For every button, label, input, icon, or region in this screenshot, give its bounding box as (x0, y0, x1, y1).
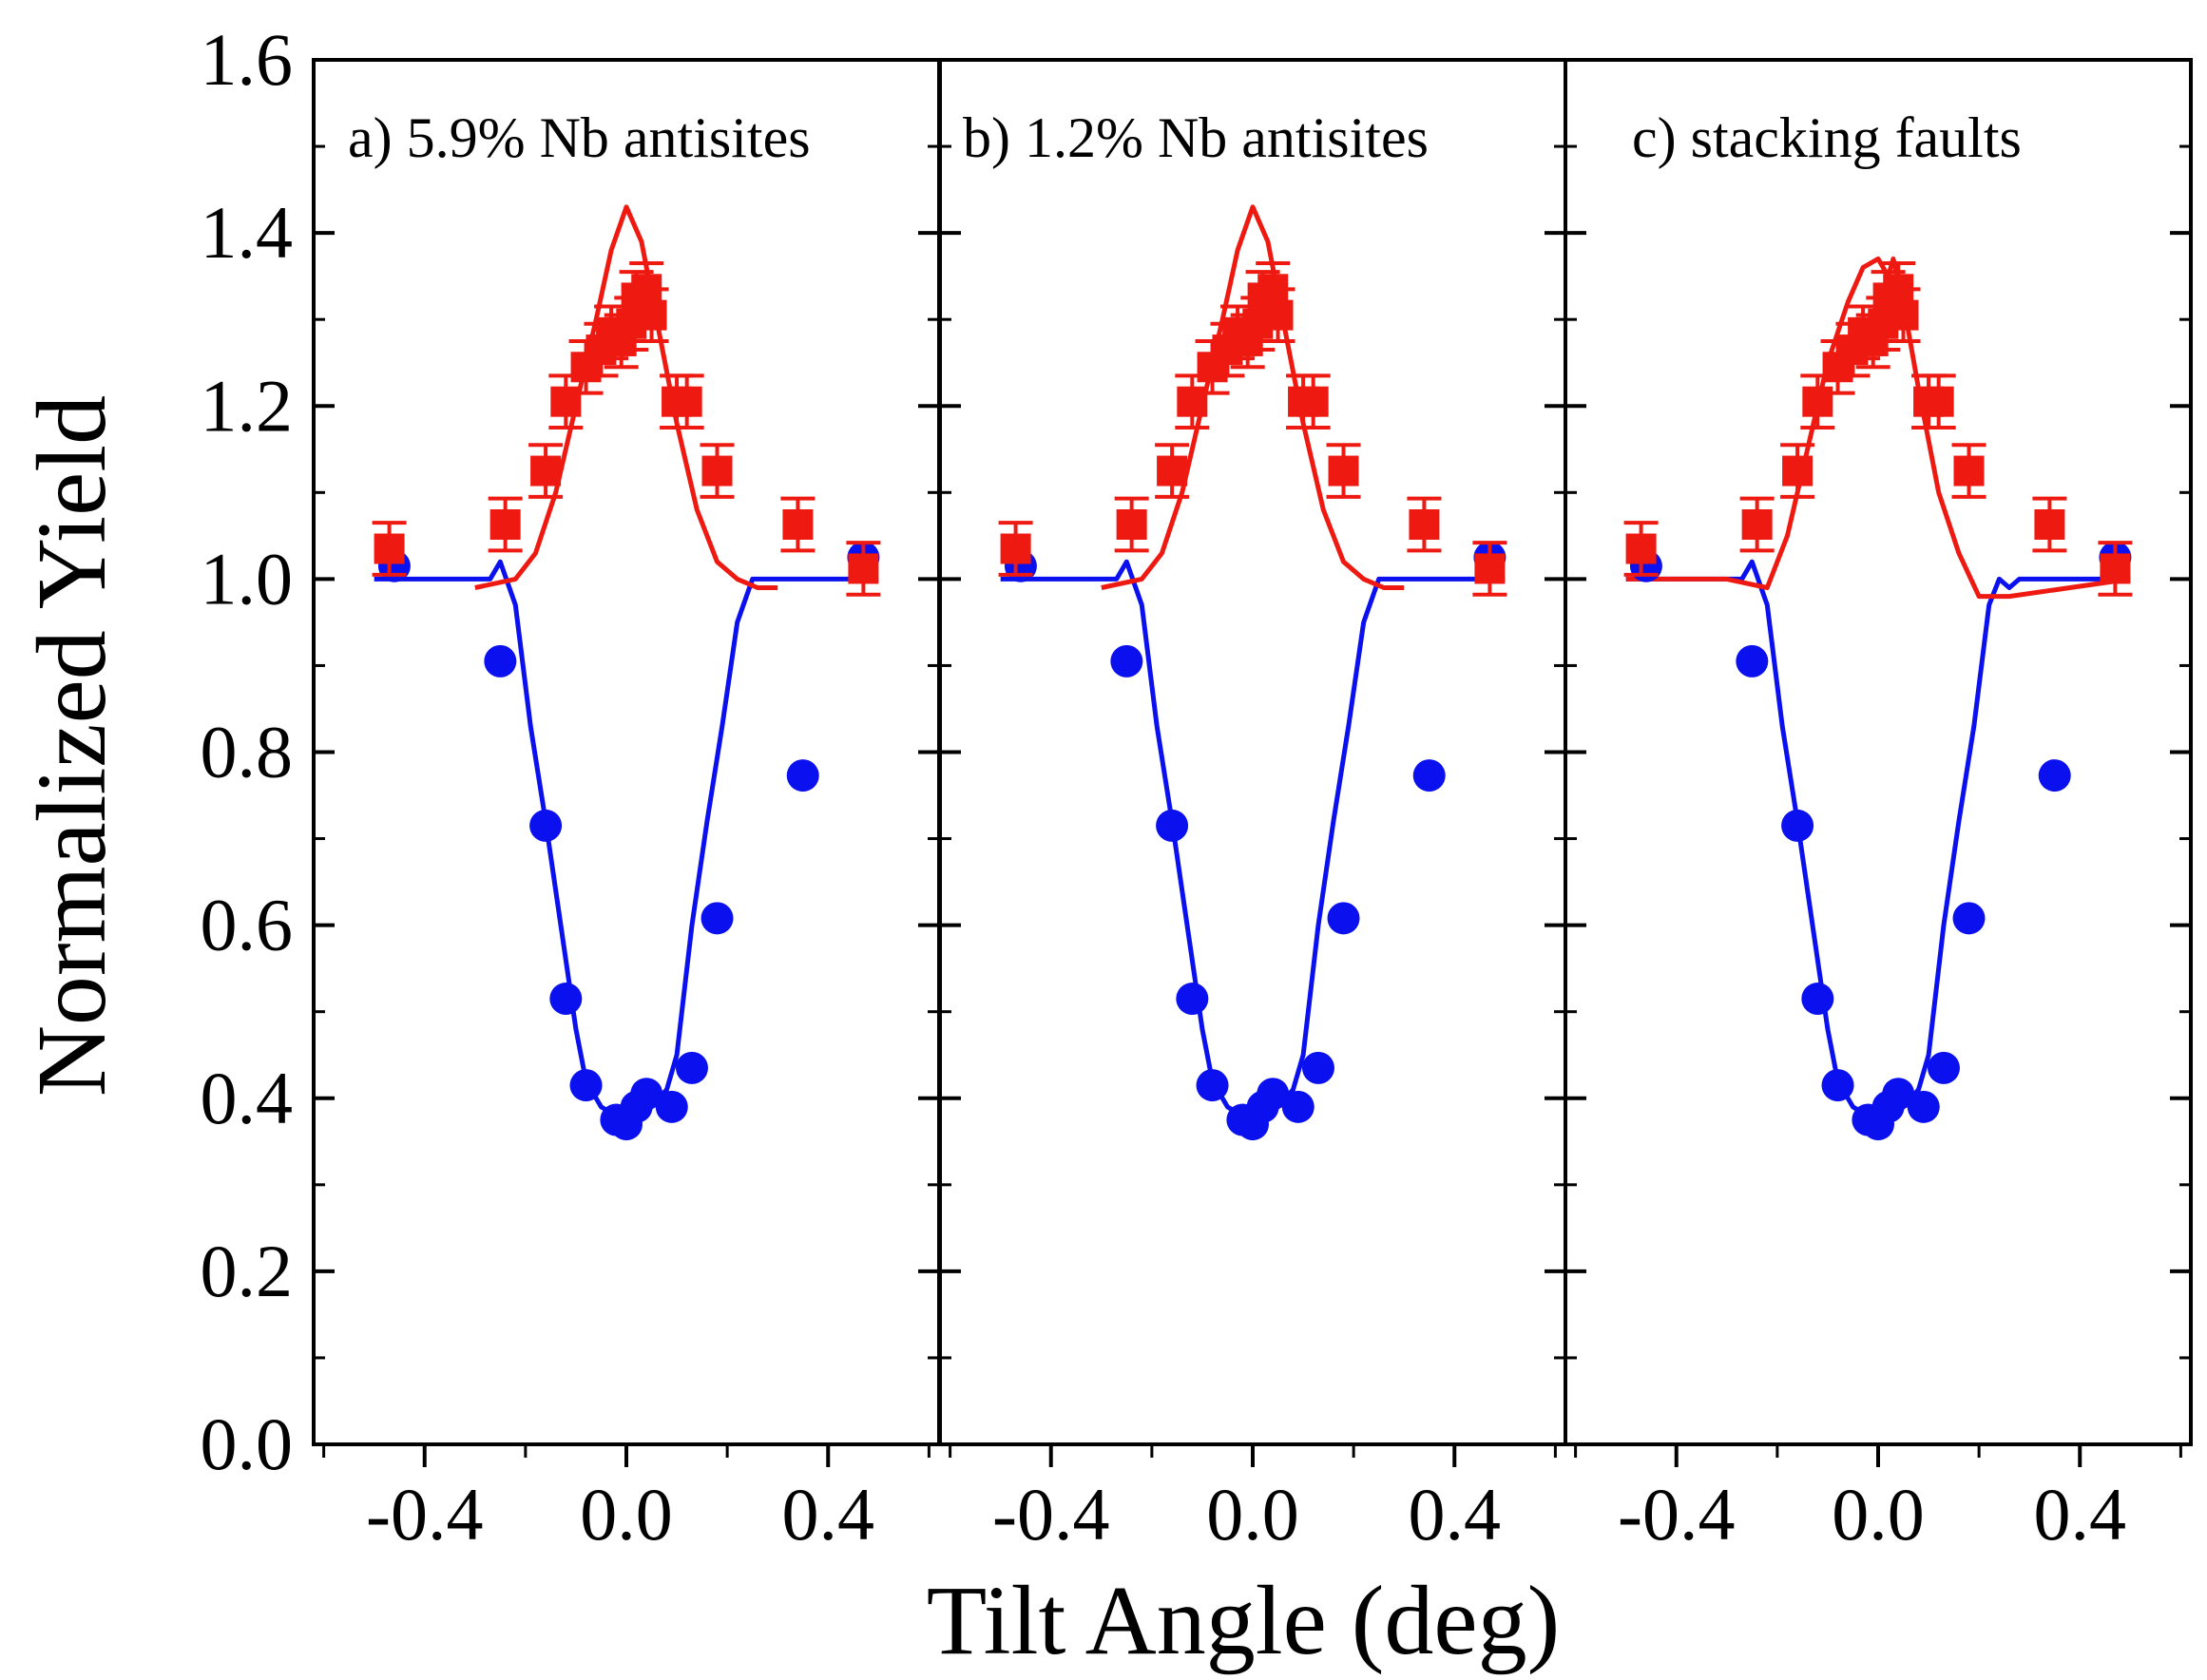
data-point-square (782, 509, 814, 541)
data-point-square (1157, 455, 1188, 487)
data-point-square (1116, 509, 1147, 541)
data-point-circle (1257, 1078, 1290, 1111)
x-axis-title: Tilt Angle (deg) (927, 1566, 1560, 1675)
data-point-circle (1281, 1090, 1315, 1123)
data-point-square (2100, 553, 2131, 584)
data-point-circle (1781, 809, 1814, 842)
data-point-square (550, 386, 582, 417)
y-tick-label: 1.6 (201, 18, 294, 101)
data-marks (372, 204, 2133, 1141)
data-point-square (1409, 509, 1440, 541)
data-point-square (1297, 386, 1329, 417)
data-point-circle (484, 644, 517, 678)
data-point-square (1000, 533, 1031, 564)
fit-line (1625, 559, 2131, 1127)
tick-marks (314, 58, 2191, 1467)
panel-label: b) 1.2% Nb antisites (963, 106, 1429, 169)
text-labels: 0.0 0.2 0.4 0.6 0.8 1.0 1.2 1.4 1.6 -0.4 0.0 0.4 a) … (201, 18, 2127, 1556)
data-point-square (1782, 455, 1814, 487)
x-tick-label: -0.4 (366, 1473, 483, 1556)
y-tick-label: 0.8 (201, 711, 294, 793)
panel-frames (312, 58, 2193, 1446)
data-point-circle (1821, 1069, 1854, 1102)
data-point-square (1888, 299, 1919, 331)
panel-frame (938, 58, 1567, 1446)
data-point-square (848, 553, 879, 584)
data-point-circle (1882, 1078, 1915, 1111)
data-point-square (1953, 455, 1985, 487)
data-point-circle (655, 1090, 688, 1123)
x-tick-label: -0.4 (1618, 1473, 1735, 1556)
data-point-circle (1327, 902, 1360, 935)
fit-line (474, 204, 778, 590)
fit-line (1101, 204, 1405, 590)
data-point-circle (1952, 902, 1986, 935)
panel-label: c) stacking faults (1632, 106, 2022, 169)
data-point-circle (700, 902, 734, 935)
data-point-square (1923, 386, 1954, 417)
x-tick-label: 0.4 (2034, 1473, 2127, 1556)
y-tick-label: 0.4 (201, 1057, 294, 1139)
data-point-square (1177, 386, 1208, 417)
data-point-circle (1196, 1069, 1229, 1102)
x-tick-label: 0.0 (1832, 1473, 1925, 1556)
x-tick-label: 0.0 (580, 1473, 673, 1556)
data-point-square (374, 533, 405, 564)
data-point-square (671, 386, 702, 417)
data-point-circle (549, 983, 583, 1016)
x-tick-label: -0.4 (992, 1473, 1109, 1556)
data-point-circle (529, 809, 563, 842)
panel-frame (1564, 58, 2193, 1446)
y-tick-label: 0.2 (201, 1230, 294, 1312)
data-point-circle (1412, 759, 1446, 792)
y-tick-label: 1.0 (201, 537, 294, 620)
data-point-circle (1301, 1051, 1334, 1084)
y-tick-label: 0.0 (201, 1403, 294, 1485)
data-point-circle (1927, 1051, 1960, 1084)
data-point-circle (675, 1051, 708, 1084)
data-point-square (489, 509, 521, 541)
x-tick-label: 0.4 (1409, 1473, 1502, 1556)
data-point-square (1625, 533, 1657, 564)
data-point-circle (1736, 644, 1769, 678)
data-point-circle (1156, 809, 1189, 842)
data-point-square (636, 299, 667, 331)
fit-line (374, 559, 879, 1127)
data-point-circle (1801, 983, 1834, 1016)
data-point-circle (1110, 644, 1143, 678)
data-point-square (1474, 553, 1506, 584)
fit-line (1000, 559, 1506, 1127)
data-point-circle (1907, 1090, 1940, 1123)
x-tick-label: 0.4 (782, 1473, 875, 1556)
y-axis-title: Normalized Yield (17, 395, 126, 1097)
data-point-circle (569, 1069, 603, 1102)
data-point-square (530, 455, 562, 487)
y-tick-label: 0.6 (201, 884, 294, 966)
x-tick-label: 0.0 (1206, 1473, 1299, 1556)
data-point-square (2034, 509, 2065, 541)
data-point-circle (1176, 983, 1209, 1016)
panel-label: a) 5.9% Nb antisites (348, 106, 811, 169)
panel-frame (312, 58, 941, 1446)
data-point-circle (630, 1078, 663, 1111)
data-point-square (1802, 386, 1833, 417)
data-point-square (701, 455, 733, 487)
y-tick-label: 1.4 (201, 191, 294, 274)
data-point-circle (786, 759, 819, 792)
data-point-square (1741, 509, 1773, 541)
y-tick-label: 1.2 (201, 364, 294, 447)
data-point-square (1262, 299, 1294, 331)
data-point-circle (2038, 759, 2071, 792)
data-point-square (1328, 455, 1359, 487)
